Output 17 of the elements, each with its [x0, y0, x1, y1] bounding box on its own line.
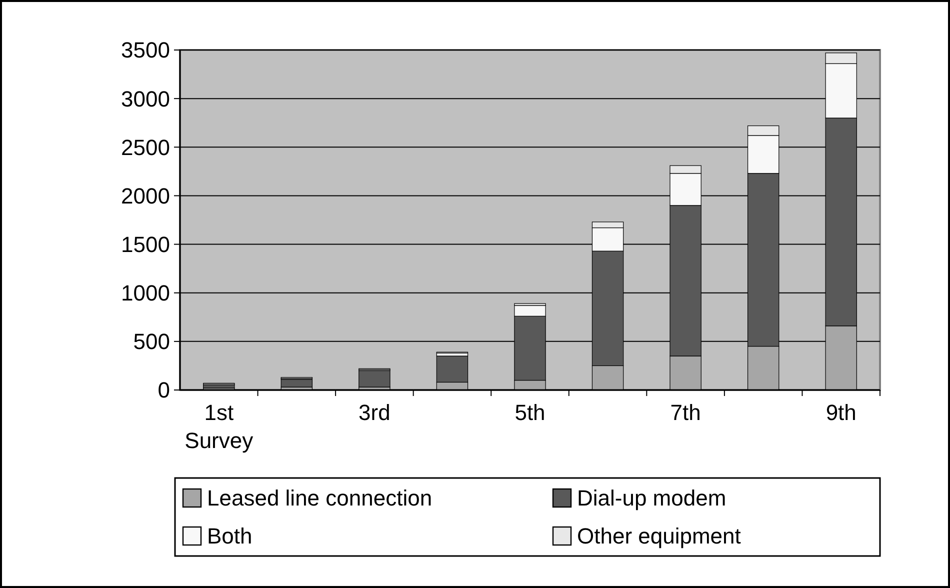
x-tick-label: 5th [514, 400, 546, 425]
y-tick-label: 1500 [121, 232, 170, 257]
y-tick-label: 3500 [121, 38, 170, 63]
y-tick-label: 500 [133, 329, 170, 354]
y-tick-label: 2500 [121, 134, 170, 160]
x-tick-label: 3rd [358, 400, 390, 425]
x-tick-label: 9th [826, 400, 856, 425]
legend-label: Dial-up modem [577, 486, 726, 511]
y-tick-label: 2000 [121, 183, 170, 208]
x-tick-label: 1st Survey [184, 400, 254, 453]
legend-label: Other equipment [577, 524, 741, 549]
x-tick-label: 7th [670, 400, 701, 425]
legend-label: Leased line connection [207, 486, 432, 511]
y-tick-label: 0 [158, 378, 170, 403]
y-tick-label: 3000 [121, 86, 170, 112]
legend-label: Both [207, 524, 252, 549]
y-tick-label: 1000 [121, 280, 170, 306]
